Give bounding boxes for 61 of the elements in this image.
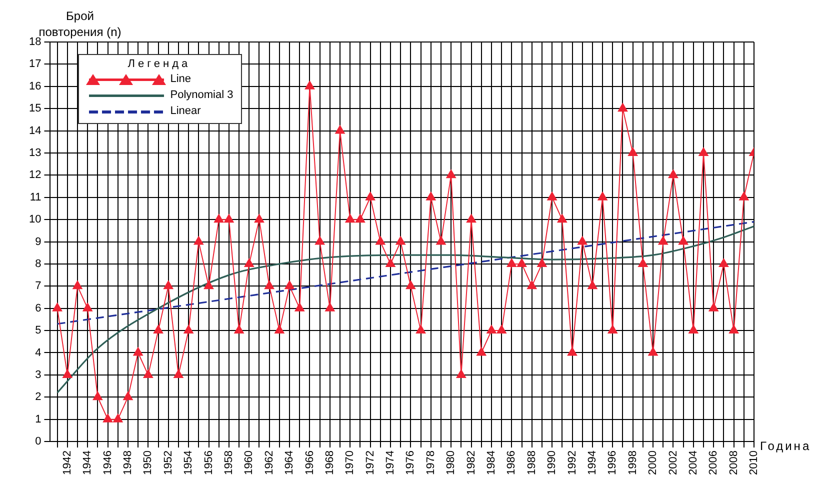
x-tick-label: 1948 (122, 450, 134, 476)
x-tick-label: 1944 (82, 450, 94, 476)
y-tick-label: 13 (28, 147, 42, 160)
x-tick-label: 2000 (647, 450, 660, 476)
x-tick-label: 1970 (344, 450, 356, 476)
y-tick-label: 14 (28, 124, 42, 137)
y-axis-title: Брой повторения (n) (38, 9, 122, 39)
x-tick-label: 1954 (182, 450, 195, 476)
x-tick-label: 1990 (546, 450, 558, 476)
y-tick-label: 0 (35, 436, 42, 448)
x-tick-label: 1986 (506, 450, 518, 476)
legend-label: Line (170, 73, 192, 85)
x-tick-label: 1968 (324, 450, 336, 476)
y-tick-label: 9 (35, 236, 42, 248)
y-tick-label: 12 (28, 169, 42, 182)
y-tick-label: 15 (28, 102, 42, 115)
x-tick-label: 1972 (364, 450, 376, 476)
y-tick-label: 16 (28, 80, 42, 92)
x-tick-label: 1994 (586, 450, 598, 476)
x-tick-label: 2006 (708, 450, 720, 476)
y-tick-label: 18 (28, 36, 42, 48)
x-tick-label: 2008 (728, 450, 740, 476)
x-tick-label: 1976 (404, 450, 417, 476)
y-tick-label: 7 (35, 280, 42, 292)
x-tick-label: 1960 (243, 450, 256, 476)
y-tick-label: 11 (30, 191, 42, 204)
x-tick-label: 1984 (486, 450, 498, 476)
y-tick-label: 1 (35, 413, 42, 426)
legend-label: Polynomial 3 (170, 89, 234, 101)
x-tick-label: 1996 (606, 450, 619, 476)
x-tick-label: 1992 (566, 450, 578, 476)
x-tick-label: 1950 (142, 450, 154, 476)
x-tick-label: 1980 (445, 450, 458, 476)
y-tick-label: 6 (35, 302, 42, 314)
x-tick-label: 2010 (748, 450, 760, 476)
x-tick-label: 1982 (465, 450, 478, 476)
x-tick-label: 1952 (162, 450, 174, 476)
x-tick-label: 1998 (626, 450, 639, 476)
x-tick-label: 1942 (61, 450, 74, 476)
x-tick-label: 2002 (667, 450, 680, 476)
x-tick-label: 2004 (687, 450, 700, 476)
x-tick-label: 1958 (222, 450, 235, 476)
x-tick-label: 1956 (202, 450, 215, 476)
legend-title: Легенда (126, 58, 192, 70)
x-tick-label: 1978 (424, 450, 437, 476)
y-tick-label: 2 (35, 391, 42, 404)
x-tick-label: 1974 (384, 450, 397, 476)
x-tick-label: 1966 (304, 450, 316, 476)
y-tick-label: 3 (35, 368, 42, 381)
x-axis-title: Година (760, 438, 812, 453)
x-tick-label: 1946 (102, 450, 114, 476)
y-tick-label: 10 (28, 214, 42, 226)
y-tick-label: 5 (35, 324, 42, 337)
line-series (56, 225, 754, 394)
legend-label: Linear (170, 105, 201, 117)
y-tick-label: 4 (35, 346, 42, 359)
x-tick-label: 1962 (263, 450, 276, 476)
x-tick-label: 1964 (284, 450, 296, 476)
y-tick-label: 17 (28, 58, 42, 70)
x-tick-label: 1988 (526, 450, 538, 476)
y-tick-label: 8 (35, 258, 42, 270)
